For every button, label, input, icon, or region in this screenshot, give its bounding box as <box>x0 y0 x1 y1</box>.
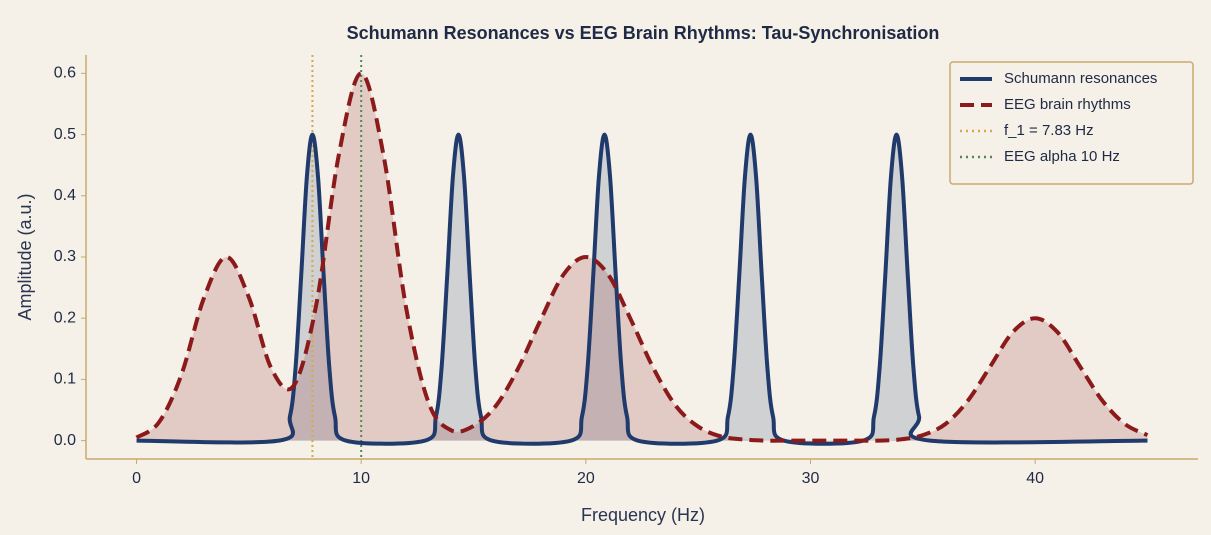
y-tick-label: 0.6 <box>54 65 76 82</box>
x-tick-label: 10 <box>352 470 370 487</box>
legend-label: EEG brain rhythms <box>1004 96 1131 113</box>
line-series <box>135 71 1149 443</box>
y-tick-label: 0.3 <box>54 248 76 265</box>
chart-title: Schumann Resonances vs EEG Brain Rhythms… <box>347 23 940 43</box>
area-fill <box>136 134 1148 444</box>
legend-label: f_1 = 7.83 Hz <box>1004 122 1094 139</box>
legend: Schumann resonances EEG brain rhythms f_1 … <box>949 61 1194 185</box>
area-fill <box>136 73 1148 441</box>
legend-box <box>949 61 1194 185</box>
x-tick-label: 20 <box>577 470 595 487</box>
y-axis-label: Amplitude (a.u.) <box>15 193 35 320</box>
x-tick-label: 0 <box>132 470 141 487</box>
y-tick-label: 0.4 <box>54 187 76 204</box>
y-tick-label: 0.0 <box>54 432 76 449</box>
line-series <box>136 132 1148 446</box>
x-axis-label: Frequency (Hz) <box>581 505 705 525</box>
x-tick-label: 30 <box>802 470 820 487</box>
legend-label: Schumann resonances <box>1004 70 1157 87</box>
legend-label: EEG alpha 10 Hz <box>1004 148 1120 165</box>
y-tick-label: 0.1 <box>54 371 76 388</box>
y-tick-label: 0.5 <box>54 126 76 143</box>
x-tick-label: 40 <box>1026 470 1044 487</box>
y-tick-label: 0.2 <box>54 309 76 326</box>
